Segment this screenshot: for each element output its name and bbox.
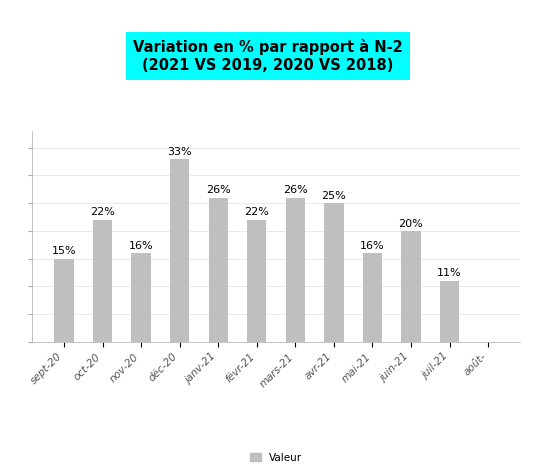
Bar [286,197,305,342]
Bar [170,159,189,342]
Text: Variation en % par rapport à N-2
(2021 VS 2019, 2020 VS 2018): Variation en % par rapport à N-2 (2021 V… [133,39,403,73]
Bar [401,231,421,342]
Text: 33%: 33% [167,146,192,156]
Bar [93,219,112,342]
Bar [363,253,382,342]
Text: 15%: 15% [51,246,76,256]
Text: 25%: 25% [322,191,346,201]
Text: 16%: 16% [129,241,153,251]
Text: 11%: 11% [437,269,462,278]
Bar [54,258,73,342]
Bar [131,253,151,342]
Bar [209,197,228,342]
Text: 20%: 20% [399,219,423,228]
Text: 16%: 16% [360,241,385,251]
Bar [247,219,266,342]
Bar [440,281,459,342]
Text: 26%: 26% [283,185,308,195]
Text: 26%: 26% [206,185,230,195]
Text: 22%: 22% [90,207,115,218]
Legend: Valeur: Valeur [246,449,306,467]
Bar [324,203,344,342]
Text: 22%: 22% [244,207,269,218]
